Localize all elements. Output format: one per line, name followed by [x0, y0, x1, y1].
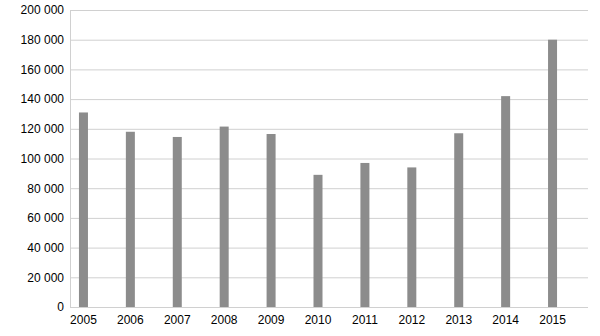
grid-line: [70, 307, 588, 308]
y-tick-label: 180 000: [21, 33, 65, 47]
bar: [548, 40, 557, 307]
x-tick-label: 2012: [398, 313, 425, 327]
x-tick-label: 2009: [258, 313, 285, 327]
y-tick-label: 200 000: [21, 3, 65, 17]
bar: [79, 112, 88, 307]
y-tick-label: 60 000: [27, 211, 64, 225]
y-tick-label: 80 000: [27, 182, 64, 196]
bar: [126, 132, 135, 307]
x-tick: 2013: [445, 313, 472, 327]
x-tick: 2008: [211, 313, 238, 327]
x-tick: 2006: [117, 313, 144, 327]
x-tick-label: 2011: [352, 313, 378, 327]
x-tick-label: 2006: [117, 313, 144, 327]
y-tick: 180 000: [21, 33, 588, 47]
bar: [360, 163, 369, 307]
grid-line: [70, 69, 588, 70]
bar: [173, 137, 182, 307]
x-tick-label: 2010: [305, 313, 332, 327]
x-tick: 2005: [70, 313, 97, 327]
x-tick: 2012: [398, 313, 425, 327]
x-tick-label: 2005: [70, 313, 97, 327]
grid-line: [70, 99, 588, 100]
x-tick: 2009: [258, 313, 285, 327]
bar: [501, 96, 510, 307]
grid-line: [70, 40, 588, 41]
x-tick-label: 2007: [164, 313, 191, 327]
grid-line: [70, 248, 588, 249]
x-tick: 2015: [539, 313, 566, 327]
x-tick: 2010: [305, 313, 332, 327]
y-tick-label: 160 000: [21, 63, 65, 77]
grid-line: [70, 277, 588, 278]
y-axis: 0 20 000 40 000 60 000 80 000 100 000 120 000 1…: [21, 3, 588, 314]
bars: [79, 40, 557, 307]
y-tick-label: 40 000: [27, 241, 64, 255]
y-tick-label: 100 000: [21, 152, 65, 166]
y-tick-label: 140 000: [21, 92, 65, 106]
y-tick: 200 000: [21, 3, 588, 17]
x-tick: 2007: [164, 313, 191, 327]
grid-line: [70, 129, 588, 130]
bar: [220, 127, 229, 307]
y-tick-label: 0: [57, 300, 64, 314]
bar: [454, 133, 463, 307]
x-tick-label: 2014: [492, 313, 519, 327]
grid-line: [70, 10, 588, 11]
x-tick: 2014: [492, 313, 519, 327]
x-axis: 2005 2006 2007 2008 2009 2010 2011 2012 2013 2014…: [70, 313, 566, 327]
x-tick-label: 2008: [211, 313, 238, 327]
chart: 0 20 000 40 000 60 000 80 000 100 000 120 000 1…: [0, 0, 600, 336]
grid-line: [70, 159, 588, 160]
bar: [407, 167, 416, 307]
y-tick-label: 20 000: [27, 271, 64, 285]
grid-line: [70, 188, 588, 189]
y-tick-label: 120 000: [21, 122, 65, 136]
x-tick: 2011: [352, 313, 378, 327]
y-tick: 160 000: [21, 63, 588, 77]
x-tick-label: 2015: [539, 313, 566, 327]
bar: [314, 175, 323, 307]
grid-line: [70, 218, 588, 219]
bar: [267, 134, 276, 307]
x-tick-label: 2013: [445, 313, 472, 327]
